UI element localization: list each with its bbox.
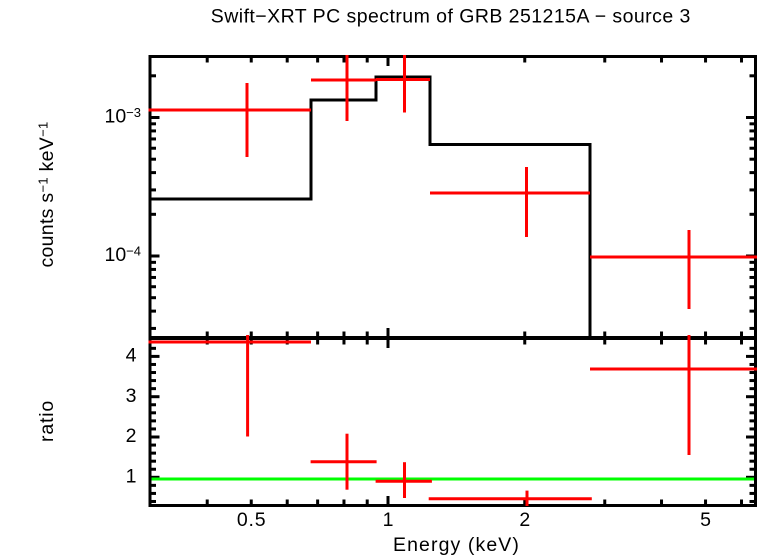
svg-text:ratio: ratio (36, 400, 58, 442)
svg-text:0.5: 0.5 (237, 509, 267, 531)
svg-text:Swift−XRT PC spectrum of GRB 2: Swift−XRT PC spectrum of GRB 251215A − s… (211, 6, 691, 28)
svg-text:4: 4 (126, 345, 137, 367)
svg-text:2: 2 (519, 509, 531, 531)
svg-text:Energy (keV): Energy (keV) (393, 534, 520, 556)
svg-text:1: 1 (383, 509, 395, 531)
svg-text:3: 3 (126, 385, 137, 407)
svg-text:2: 2 (126, 425, 137, 447)
svg-text:counts s−1 keV−1: counts s−1 keV−1 (35, 121, 58, 267)
svg-text:1: 1 (126, 465, 137, 487)
svg-text:5: 5 (700, 509, 712, 531)
